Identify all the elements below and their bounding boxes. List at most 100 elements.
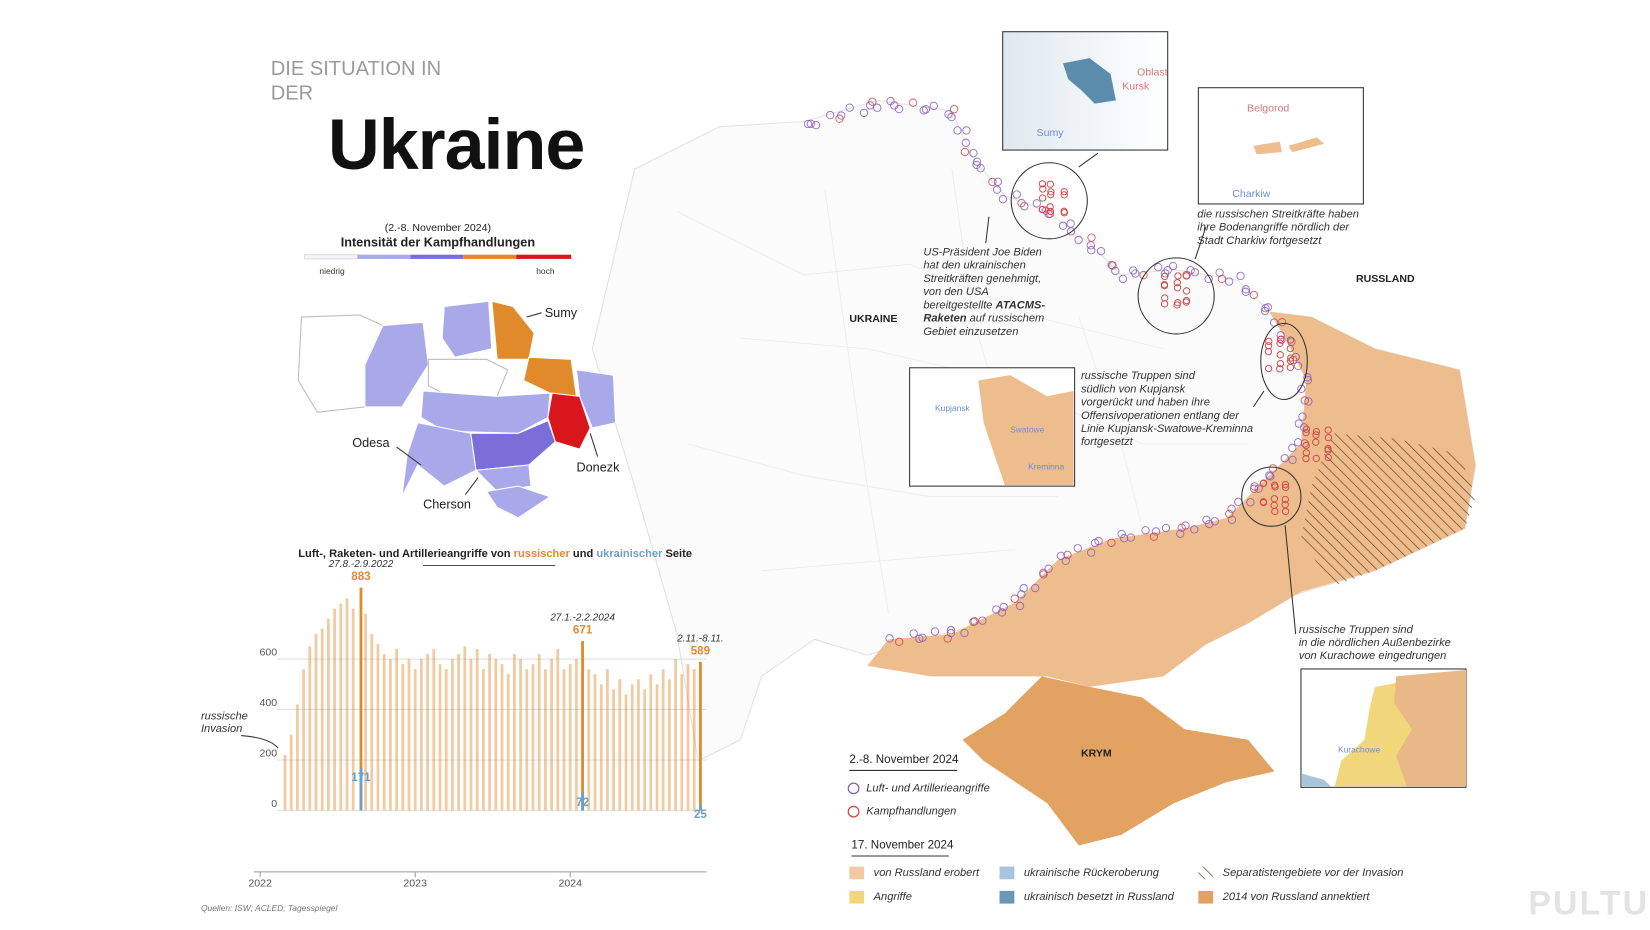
event-marker [1019,584,1028,593]
event-marker [1161,294,1169,302]
event-marker [1119,534,1129,543]
bar [506,674,510,811]
event-marker [868,97,877,106]
event-marker [1063,550,1072,560]
inset-label: Kreminna [1028,461,1064,471]
attack-chart: Luft-, Raketen- und Artillerieangriffe v… [201,548,724,890]
event-marker [1312,454,1320,463]
event-marker [1151,527,1161,536]
event-marker [1096,247,1106,256]
event-marker [1168,261,1178,271]
bar [513,654,516,811]
bar [376,643,380,811]
scale-step [410,254,464,259]
inset-label: Kursk [1122,80,1150,92]
region-label: Sumy [545,306,578,320]
legend-symbol [847,782,860,795]
event-marker [1141,526,1150,535]
bar [401,664,405,811]
invasion-note: Invasion [201,723,242,735]
event-marker [1163,266,1172,275]
event-marker [885,634,894,643]
legend-entry: russischer [514,548,571,560]
scale-step [463,254,517,259]
annotation-value: 72 [576,796,589,809]
legend-swatch [849,890,865,904]
event-marker [976,164,985,173]
bar [469,659,473,811]
legend-entry: von Russland erobert [874,867,980,879]
legend-entry: Kampfhandlungen [866,806,956,818]
legend-swatch [849,866,865,880]
note-line: russische Truppen sind [1081,370,1196,382]
event-marker [859,108,869,118]
bar [649,674,653,811]
event-marker [929,101,938,111]
oblast [491,300,535,360]
event-marker [1046,180,1054,188]
event-marker [1066,219,1075,228]
event-marker [1312,431,1320,439]
event-marker [1264,347,1273,356]
event-marker [1038,205,1046,214]
event-marker [960,628,969,638]
event-marker [1276,339,1284,347]
event-marker [1302,441,1310,450]
legend-title: 2.-8. November 2024 [849,753,959,766]
event-marker [1276,351,1284,359]
invasion-arrow [241,735,279,749]
event-marker [1176,529,1185,539]
event-marker [1111,266,1120,276]
bar [426,654,429,811]
event-marker [1107,538,1116,547]
crimea [962,676,1275,846]
note-text: auf russischem [970,313,1045,325]
bar [500,664,504,811]
event-marker [1276,359,1285,368]
note-line: ihre Bodenangriffe nördlich der [1197,222,1350,234]
event-marker [873,103,882,112]
event-marker [895,637,904,647]
bar [370,633,374,811]
bar [575,659,578,811]
event-marker [1190,268,1200,277]
connector [985,152,1297,635]
event-marker [1047,188,1055,196]
note-biden: US-Präsident Joe Biden hat den ukrainisc… [923,247,1045,338]
event-marker [1154,263,1163,272]
event-marker [1227,504,1236,514]
inset-label: Kurachowe [1338,745,1381,755]
note-text: bereitgestellte [923,299,992,311]
event-marker [946,626,956,635]
bar [643,689,646,811]
note-bold: ATACMS- [995,299,1046,311]
event-marker [908,98,918,107]
event-marker [1281,507,1290,516]
event-marker [1118,274,1128,284]
event-marker [1259,479,1268,487]
bar [488,654,491,811]
bar [395,648,398,811]
annotation-date: 2.11.-8.11. [676,633,724,644]
bar [668,679,671,811]
event-marker [1046,203,1054,211]
event-marker [1324,444,1332,453]
legend-entry: Separatistengebiete vor der Invasion [1223,867,1404,879]
region-label: Cherson [423,498,471,512]
bar [420,659,423,811]
bar [444,669,448,811]
bar [351,608,355,811]
event-marker [1288,443,1297,453]
bar [463,646,467,811]
y-tick-label: 200 [259,747,277,759]
event-marker [1149,532,1159,541]
note-line: Streitkräften genehmigt, [923,273,1041,285]
note-line: fortgesetzt [1081,436,1134,448]
legend-swatch [1198,890,1214,904]
event-marker [1241,287,1250,296]
chart-title-part: Luft-, Raketen- und Artillerieangriffe v… [298,548,511,560]
legend-swatch [999,890,1015,904]
note-line: Raketen auf russischem [923,313,1044,325]
x-tick-label: 2022 [248,877,272,889]
legend-entry: ukrainische Rückeroberung [1024,867,1160,879]
